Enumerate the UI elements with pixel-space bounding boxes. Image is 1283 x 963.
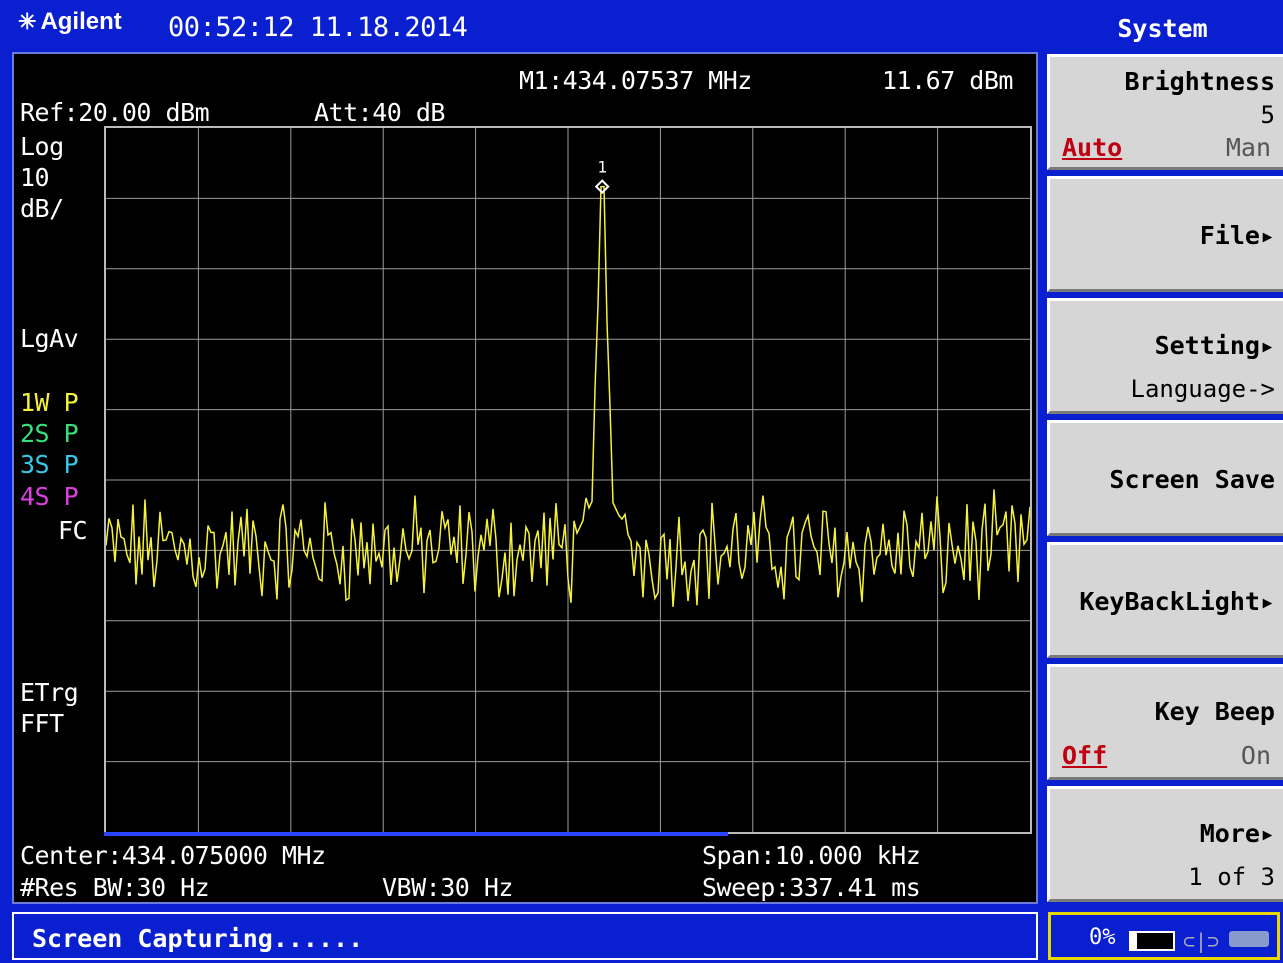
plot-area: 1 [104,126,1032,834]
language-sublabel: Language-> [1130,375,1276,403]
sweep-type-indicator: FFT [20,709,64,738]
detector-type: LgAv [20,324,79,353]
screen-save-softkey[interactable]: Screen Save [1047,420,1283,536]
trace-4-num: 4S [20,482,50,511]
battery-percent: 0% [1089,925,1116,950]
center-frequency: Center:434.075000 MHz [20,841,326,870]
marker-1-label: 1 [597,158,607,177]
trace-2-num: 2S [20,419,50,448]
setting-label: Setting▸ [1154,331,1275,360]
trace-3-indicator: 3S P [20,450,79,479]
softkey-menu-title: System [1117,14,1208,43]
key-beep-softkey[interactable]: Key Beep Off On [1047,664,1283,780]
brightness-auto-option: Auto [1062,133,1123,162]
battery-icon [1129,931,1175,951]
file-label: File▸ [1199,221,1275,250]
more-label: More▸ [1199,819,1275,848]
file-softkey[interactable]: File▸ [1047,176,1283,292]
brightness-softkey[interactable]: Brightness 5 Auto Man [1047,54,1283,170]
setting-softkey[interactable]: Setting▸ Language-> [1047,298,1283,414]
trace-1-num: 1W [20,388,50,417]
battery-fill [1131,933,1137,949]
scale-type: Log [20,132,64,161]
more-softkey[interactable]: More▸ 1 of 3 [1047,786,1283,902]
trace-4-indicator: 4S P [20,482,79,511]
lan-icon [1229,931,1269,947]
key-beep-on-option: On [1240,741,1271,770]
keybacklight-softkey[interactable]: KeyBackLight▸ [1047,542,1283,658]
spectrum-display: M1:434.07537 MHz 11.67 dBm Ref:20.00 dBm… [12,52,1038,904]
frequency-span: Span:10.000 kHz [702,841,921,870]
spectrum-plot: 1 [106,128,1030,832]
brightness-label: Brightness [1124,67,1275,96]
brightness-man-option: Man [1225,133,1271,162]
keybacklight-label: KeyBackLight▸ [1079,587,1275,616]
date-time: 00:52:12 11.18.2014 [168,12,468,43]
trace-3-mode: P [63,450,79,479]
trace-2-indicator: 2S P [20,419,79,448]
trace-2-mode: P [63,419,79,448]
scale-value: 10 [20,163,50,192]
status-message: Screen Capturing...... [32,924,364,953]
agilent-logo: ✳ Agilent [18,8,122,35]
scale-unit: dB/ [20,194,64,223]
softkey-panel: System Brightness 5 Auto Man File▸ Setti… [1042,0,1283,963]
more-page-indicator: 1 of 3 [1188,863,1275,891]
marker-frequency-readout: M1:434.07537 MHz [519,66,752,95]
trace-1-indicator: 1W P [20,388,79,417]
attenuation: Att:40 dB [314,98,445,127]
frequency-count-indicator: FC [58,516,88,545]
video-bandwidth: VBW:30 Hz [382,873,513,902]
screen-save-label: Screen Save [1109,465,1275,494]
trace-1-mode: P [63,388,79,417]
trace-1-line [106,185,1030,607]
key-beep-off-option: Off [1062,741,1108,770]
agilent-spark-icon: ✳ [18,9,37,34]
reference-level: Ref:20.00 dBm [20,98,210,127]
trigger-indicator: ETrg [20,678,79,707]
battery-status: 0% ⊂|⊃ [1048,912,1280,960]
trace-3-num: 3S [20,450,50,479]
sweep-time: Sweep:337.41 ms [702,873,921,902]
brightness-value: 5 [1260,101,1275,129]
marker-amplitude-readout: 11.67 dBm [882,66,1013,95]
title-bar: ✳ Agilent 00:52:12 11.18.2014 [0,0,1042,52]
status-bar: Screen Capturing...... [12,912,1038,960]
resolution-bandwidth: #Res BW:30 Hz [20,873,210,902]
power-plug-icon: ⊂|⊃ [1183,929,1220,953]
marker-1-diamond [594,179,610,195]
key-beep-label: Key Beep [1154,697,1275,726]
sweep-progress-bar [104,832,728,836]
trace-4-mode: P [63,482,79,511]
